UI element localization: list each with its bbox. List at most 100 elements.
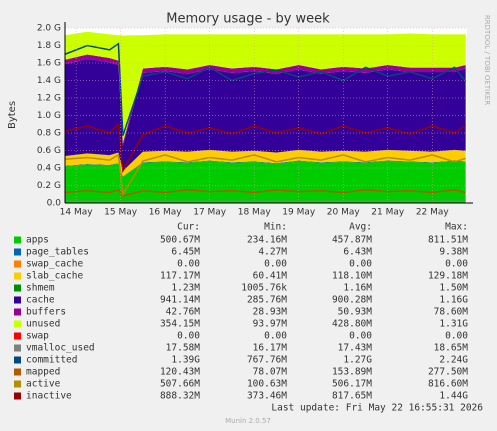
legend-label: vmalloc_used	[26, 343, 95, 354]
legend-stat: 457.87M	[332, 235, 372, 246]
legend-stat: 50.93M	[338, 307, 373, 318]
chart-title: Memory usage - by week	[166, 12, 330, 27]
x-tick-label: 14 May	[60, 208, 94, 218]
legend-stat: 9.38M	[439, 247, 468, 258]
line	[64, 189, 466, 197]
legend-stat: 900.28M	[332, 295, 372, 306]
legend-stat: 1.31G	[439, 319, 468, 330]
grid-layer	[65, 27, 467, 204]
version: Munin 2.0.57	[225, 417, 271, 425]
legend-swatch	[14, 272, 21, 280]
legend-label: cache	[26, 295, 55, 306]
legend-label: committed	[26, 355, 77, 366]
legend-label: buffers	[26, 307, 66, 318]
legend-header: Avg:	[349, 222, 372, 233]
legend-stat: 100.63M	[247, 379, 287, 390]
legend-stat: 767.76M	[247, 355, 287, 366]
legend-stat: 117.17M	[160, 271, 200, 282]
y-axis-label: Bytes	[7, 101, 18, 129]
legend-stat: 118.10M	[332, 271, 372, 282]
legend-stat: 507.66M	[160, 379, 200, 390]
legend-swatch	[14, 368, 21, 376]
legend-stat: 234.16M	[247, 235, 287, 246]
legend-header: Cur:	[177, 222, 200, 233]
legend-stat: 78.60M	[434, 307, 469, 318]
legend-stat: 0.00	[349, 259, 372, 270]
legend-stat: 120.43M	[160, 367, 200, 378]
legend-stat: 373.46M	[247, 391, 287, 402]
y-tick-label: 0.4 G	[37, 164, 61, 174]
legend-stat: 506.17M	[332, 379, 372, 390]
legend-stat: 153.89M	[332, 367, 372, 378]
legend-stat: 1.44G	[439, 391, 468, 402]
legend-stat: 941.14M	[160, 295, 200, 306]
y-tick-label: 1.2 G	[37, 94, 61, 104]
legend-swatch	[14, 308, 21, 316]
legend-stat: 1.27G	[343, 355, 372, 366]
line	[64, 122, 467, 174]
legend-stat: 28.93M	[253, 307, 288, 318]
legend-stat: 17.43M	[338, 343, 373, 354]
x-tick-label: 20 May	[327, 208, 361, 218]
legend-stat: 1.16G	[439, 295, 468, 306]
legend-header: Max:	[445, 222, 468, 233]
legend-swatch	[14, 392, 21, 400]
legend-stat: 428.80M	[332, 319, 372, 330]
y-tick-label: 1.8 G	[37, 41, 61, 51]
y-tick-label: 0.0	[47, 199, 62, 209]
legend-swatch	[14, 380, 21, 388]
legend-swatch	[14, 284, 21, 292]
legend-stat: 60.41M	[253, 271, 288, 282]
legend-swatch	[14, 296, 21, 304]
legend-swatch	[14, 344, 21, 352]
legend-stat: 6.45M	[171, 247, 200, 258]
legend-label: swap_cache	[26, 259, 83, 270]
legend-stat: 18.65M	[434, 343, 469, 354]
x-tick-label: 17 May	[193, 208, 227, 218]
y-tick-label: 1.6 G	[37, 59, 61, 69]
legend-swatch	[14, 320, 21, 328]
area	[65, 149, 466, 177]
legend-stat: 0.00	[177, 331, 200, 342]
y-tick-label: 0.6 G	[37, 146, 61, 156]
legend-label: inactive	[26, 391, 72, 402]
area	[65, 58, 466, 172]
legend-stat: 17.58M	[166, 343, 201, 354]
legend-stat: 42.76M	[166, 307, 201, 318]
legend-stat: 2.24G	[439, 355, 468, 366]
side-text: RRDTOOL / TOBI OETIKER	[483, 15, 491, 105]
series-layer	[64, 31, 467, 203]
legend-stat: 1005.76k	[241, 283, 287, 294]
legend-stat: 0.00	[445, 331, 468, 342]
legend-header: Min:	[264, 222, 287, 233]
legend-stat: 0.00	[349, 331, 372, 342]
x-tick-label: 22 May	[416, 208, 450, 218]
legend-stat: 78.07M	[253, 367, 288, 378]
legend-stat: 500.67M	[160, 235, 200, 246]
legend-label: slab_cache	[26, 271, 83, 282]
legend-label: apps	[26, 235, 49, 246]
legend-stat: 817.65M	[332, 391, 372, 402]
area	[65, 160, 466, 177]
y-tick-label: 1.0 G	[37, 111, 61, 121]
legend-label: mapped	[26, 367, 60, 378]
y-tick-label: 0.2 G	[37, 181, 61, 191]
legend-swatch	[14, 356, 21, 364]
y-tick-label: 1.4 G	[37, 76, 61, 86]
legend-stat: 0.00	[445, 259, 468, 270]
legend-stat: 129.18M	[428, 271, 468, 282]
legend-stat: 816.60M	[428, 379, 468, 390]
legend-stat: 16.17M	[253, 343, 288, 354]
legend-stat: 1.50M	[439, 283, 468, 294]
legend-swatch	[14, 236, 21, 244]
legend-stat: 4.27M	[258, 247, 287, 258]
legend-label: shmem	[26, 283, 55, 294]
legend-stat: 811.51M	[428, 235, 468, 246]
x-tick-label: 19 May	[282, 208, 316, 218]
x-tick-label: 18 May	[238, 208, 272, 218]
legend-stat: 277.50M	[428, 367, 468, 378]
legend-stat: 1.23M	[171, 283, 200, 294]
footer: Last update: Fri May 22 16:55:31 2026	[271, 403, 483, 414]
legend-stat: 0.00	[264, 331, 287, 342]
